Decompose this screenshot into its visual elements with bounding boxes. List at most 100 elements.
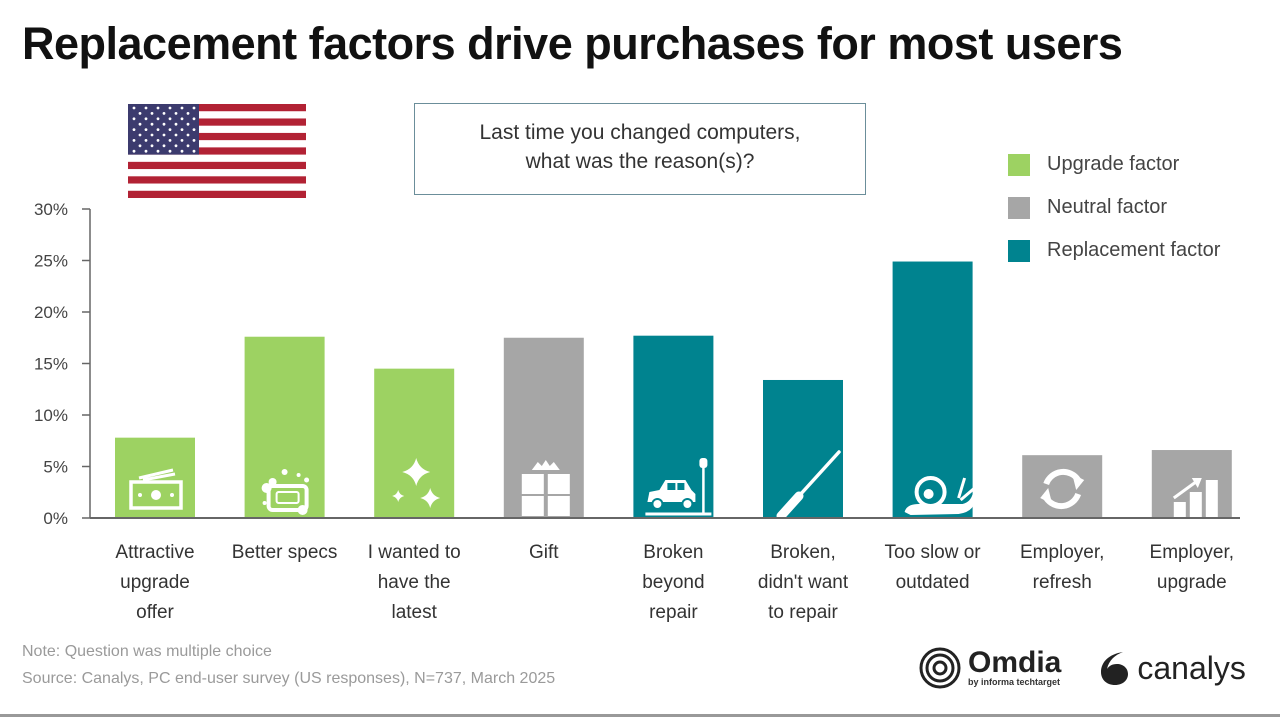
flag-stripe bbox=[128, 154, 306, 163]
flag-stripe bbox=[128, 147, 306, 155]
legend-swatch-neutral bbox=[1008, 196, 1030, 219]
flag-stripe bbox=[128, 161, 306, 170]
y-tick-label: 20% bbox=[34, 303, 68, 322]
legend: Upgrade factor Neutral factor Replacemen… bbox=[1008, 143, 1220, 272]
flag-star bbox=[150, 133, 154, 137]
y-tick-label: 10% bbox=[34, 406, 68, 425]
flag-star bbox=[168, 117, 172, 121]
soap-icon bbox=[261, 469, 310, 515]
legend-label: Replacement factor bbox=[1047, 239, 1221, 261]
flag-star bbox=[162, 133, 166, 137]
y-tick-label: 5% bbox=[43, 458, 68, 477]
flag-star bbox=[186, 122, 190, 126]
flag-star bbox=[150, 122, 154, 126]
sparkle-icon bbox=[392, 458, 441, 508]
question-box: Last time you changed computers, what wa… bbox=[414, 103, 866, 195]
legend-item-replacement: Replacement factor bbox=[1008, 229, 1220, 272]
flag-star bbox=[162, 122, 166, 126]
note-text: Note: Question was multiple choice bbox=[22, 643, 272, 660]
x-tick-label: I wanted to bbox=[368, 542, 461, 563]
x-tick-label: Too slow or bbox=[885, 542, 982, 563]
omdia-logo-icon bbox=[919, 647, 961, 689]
bar-chart: 0% 5% 10% 15% 20% 25% 30% Attractive upgrade offe… bbox=[34, 200, 1240, 623]
bar-group bbox=[244, 336, 325, 518]
x-tick-label: latest bbox=[391, 602, 437, 623]
snail-icon bbox=[904, 476, 976, 515]
flag-star bbox=[180, 149, 184, 153]
flag-star bbox=[186, 133, 190, 137]
flag-star bbox=[174, 144, 178, 148]
bar-group bbox=[633, 335, 714, 518]
flag-star bbox=[162, 144, 166, 148]
flag-star bbox=[144, 149, 148, 153]
logos: Omdia by informa techtarget canalys bbox=[918, 646, 1246, 690]
flag-star bbox=[192, 139, 196, 142]
refresh-icon bbox=[1040, 468, 1085, 510]
flag-star bbox=[156, 106, 160, 110]
flag-star bbox=[132, 139, 136, 142]
bar-group bbox=[892, 261, 976, 518]
chart-title: Replacement factors drive purchases for … bbox=[22, 18, 1123, 69]
footer-notes: Note: Question was multiple choice Sourc… bbox=[22, 638, 555, 692]
flag-star bbox=[180, 106, 184, 110]
flag-stripe bbox=[128, 140, 306, 148]
flag-star bbox=[144, 139, 148, 142]
x-tick-label: offer bbox=[136, 602, 174, 623]
flag-star bbox=[180, 128, 184, 131]
bar-group bbox=[763, 379, 843, 521]
flag-star bbox=[168, 149, 172, 153]
omdia-logo-text: Omdia bbox=[968, 646, 1062, 679]
crashed-car-icon bbox=[645, 458, 712, 516]
flag-star bbox=[156, 117, 160, 121]
flag-star bbox=[192, 117, 196, 121]
x-tick-label: Broken, bbox=[770, 542, 835, 563]
x-tick-label: didn't want bbox=[758, 572, 849, 593]
legend-label: Upgrade factor bbox=[1047, 153, 1180, 175]
canalys-logo-text: canalys bbox=[1137, 649, 1246, 686]
x-tick-label: Gift bbox=[529, 542, 559, 563]
bar bbox=[892, 261, 973, 518]
flag-star bbox=[150, 112, 154, 115]
flag-star bbox=[156, 149, 160, 153]
bar-group bbox=[503, 337, 584, 518]
flag-star bbox=[132, 117, 136, 121]
flag-star bbox=[186, 144, 190, 148]
flag-star bbox=[156, 128, 160, 131]
x-tick-label: outdated bbox=[896, 572, 970, 593]
flag-star bbox=[180, 117, 184, 121]
y-tick-label: 15% bbox=[34, 355, 68, 374]
question-line-2: what was the reason(s)? bbox=[525, 150, 755, 173]
gift-icon bbox=[521, 460, 570, 516]
screwdriver-icon bbox=[776, 450, 841, 521]
flag-stripe bbox=[128, 125, 306, 134]
flag-star bbox=[162, 112, 166, 115]
legend-swatch-upgrade bbox=[1008, 153, 1030, 176]
x-tick-label: have the bbox=[378, 572, 451, 593]
flag-star bbox=[186, 112, 190, 115]
x-tick-label: beyond bbox=[642, 572, 704, 593]
x-tick-label: Employer, bbox=[1020, 542, 1104, 563]
canalys-logo-icon bbox=[1101, 652, 1129, 685]
money-icon bbox=[129, 468, 183, 510]
bar-group bbox=[115, 437, 195, 518]
flag-star bbox=[192, 149, 196, 153]
x-tick-label: upgrade bbox=[120, 572, 190, 593]
legend-label: Neutral factor bbox=[1047, 196, 1168, 218]
flag-stripe bbox=[128, 104, 306, 112]
bottom-border bbox=[0, 714, 1280, 717]
x-tick-label: to repair bbox=[768, 602, 838, 623]
x-tick-label: refresh bbox=[1033, 572, 1092, 593]
flag-stripe bbox=[128, 183, 306, 192]
bar-group bbox=[1022, 455, 1103, 518]
flag-star bbox=[132, 106, 136, 110]
flag-star bbox=[180, 139, 184, 142]
y-tick-label: 30% bbox=[34, 200, 68, 219]
flag-star bbox=[132, 128, 136, 131]
bar bbox=[244, 336, 325, 518]
legend-item-neutral: Neutral factor bbox=[1008, 186, 1220, 229]
bar bbox=[374, 368, 455, 518]
flag-star bbox=[138, 133, 142, 137]
x-tick-label: Better specs bbox=[232, 542, 338, 563]
flag-star bbox=[132, 149, 136, 153]
x-tick-label: repair bbox=[649, 602, 698, 623]
